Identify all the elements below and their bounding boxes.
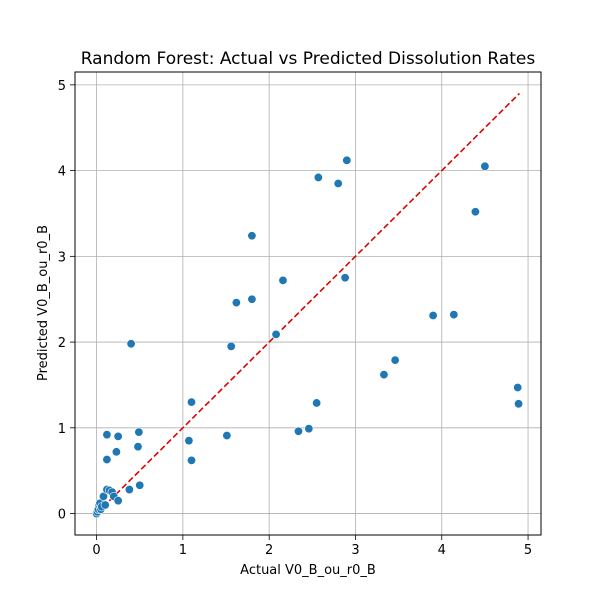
data-point: [312, 398, 322, 408]
data-point: [390, 355, 400, 365]
x-axis-label: Actual V0_B_ou_r0_B: [240, 563, 376, 578]
data-point: [480, 161, 490, 171]
data-point: [100, 500, 110, 510]
data-point: [124, 485, 134, 495]
grid: [75, 72, 541, 535]
data-point: [102, 430, 112, 440]
x-tick-label: 1: [179, 543, 187, 558]
data-point: [340, 273, 350, 283]
ticks-layer: 0 1 2 3 4 5 0 1 2 3 4 5: [58, 79, 532, 558]
x-tick-label: 5: [524, 543, 532, 558]
data-point: [428, 311, 438, 321]
data-point: [134, 427, 144, 437]
data-point: [333, 178, 343, 188]
data-point: [247, 231, 257, 241]
data-point: [126, 339, 136, 349]
data-point: [278, 275, 288, 285]
x-tick-label: 3: [351, 543, 359, 558]
data-point: [379, 370, 389, 380]
data-point: [342, 155, 352, 165]
data-point: [111, 447, 121, 457]
points-layer: [92, 155, 524, 519]
data-point: [513, 383, 523, 393]
y-tick-label: 2: [58, 336, 66, 351]
y-axis-label: Predicted V0_B_ou_r0_B: [36, 225, 51, 381]
data-point: [102, 455, 112, 465]
y-tick-label: 1: [58, 422, 66, 437]
y-tick-label: 0: [58, 508, 66, 523]
data-point: [222, 431, 232, 441]
data-point: [247, 294, 257, 304]
plot-frame: [74, 71, 542, 536]
x-tick-label: 2: [265, 543, 273, 558]
data-point: [187, 455, 197, 465]
x-tick-label: 4: [438, 543, 446, 558]
data-point: [133, 442, 143, 452]
data-point: [184, 436, 194, 446]
data-point: [470, 207, 480, 217]
y-tick-label: 4: [58, 165, 66, 180]
reference-line-layer: [96, 92, 520, 515]
data-point: [231, 298, 241, 308]
data-point: [449, 310, 459, 320]
data-point: [294, 426, 304, 436]
data-point: [304, 424, 314, 434]
data-point: [113, 496, 123, 506]
y-tick-label: 3: [58, 250, 66, 265]
data-point: [187, 397, 197, 407]
data-point: [135, 480, 145, 490]
data-point: [313, 172, 323, 182]
chart-title: Random Forest: Actual vs Predicted Disso…: [81, 49, 536, 69]
y-tick-label: 5: [58, 79, 66, 94]
x-tick-label: 0: [92, 543, 100, 558]
data-point: [226, 341, 236, 351]
data-point: [271, 329, 281, 339]
data-point: [514, 399, 524, 409]
data-point: [113, 431, 123, 441]
reference-line: [96, 92, 520, 515]
